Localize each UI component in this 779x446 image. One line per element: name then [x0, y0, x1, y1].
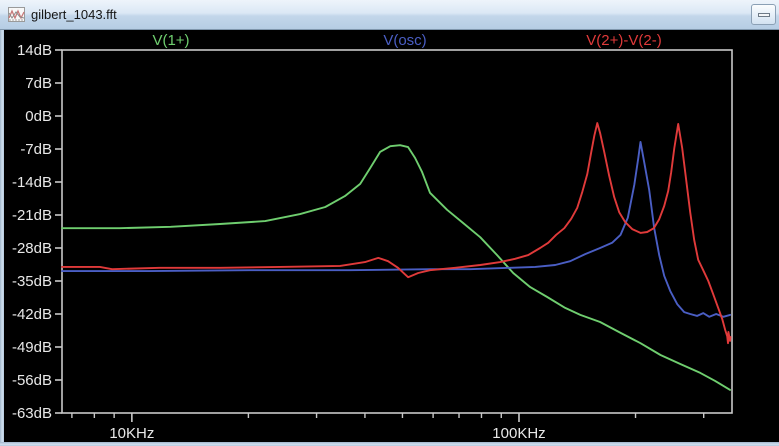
y-tick-label: -56dB	[12, 372, 52, 389]
y-tick-label: -28dB	[12, 240, 52, 257]
plot-frame	[61, 49, 733, 414]
minimize-icon	[757, 12, 770, 17]
trace-v-osc-	[61, 140, 732, 318]
titlebar[interactable]: gilbert_1043.fft	[0, 0, 779, 30]
legend-item-v2diff[interactable]: V(2+)-V(2-)	[586, 32, 662, 49]
y-tick-label: 0dB	[25, 108, 52, 125]
waveform-icon	[8, 7, 25, 22]
y-tick-label: -42dB	[12, 306, 52, 323]
y-tick-label: -49dB	[12, 339, 52, 356]
legend-item-v1plus[interactable]: V(1+)	[152, 32, 190, 49]
y-tick-label: 14dB	[17, 42, 52, 59]
legend-item-vosc[interactable]: V(osc)	[383, 32, 427, 49]
fft-plot[interactable]: 14dB 7dB 0dB -7dB -14dB -21dB -28dB -35dB -42dB -…	[4, 30, 779, 442]
y-tick-label: -21dB	[12, 207, 52, 224]
x-tick-label: 10KHz	[109, 425, 154, 442]
y-tick-label: 7dB	[25, 75, 52, 92]
y-tick-label: -14dB	[12, 174, 52, 191]
trace-v-1-	[61, 144, 732, 391]
window-title: gilbert_1043.fft	[31, 7, 117, 22]
trace-v-2-v-2-	[61, 122, 732, 345]
y-tick-label: -7dB	[20, 141, 52, 158]
minimize-button[interactable]	[751, 4, 776, 25]
y-tick-label: -63dB	[12, 405, 52, 422]
y-tick-label: -35dB	[12, 273, 52, 290]
plot-client-area[interactable]: V(1+) V(osc) V(2+)-V(2-) 14dB 7dB 0dB -7dB -…	[4, 30, 779, 442]
window-bottom-border	[0, 442, 779, 446]
x-tick-label: 100KHz	[492, 425, 545, 442]
window-left-border	[0, 30, 4, 442]
